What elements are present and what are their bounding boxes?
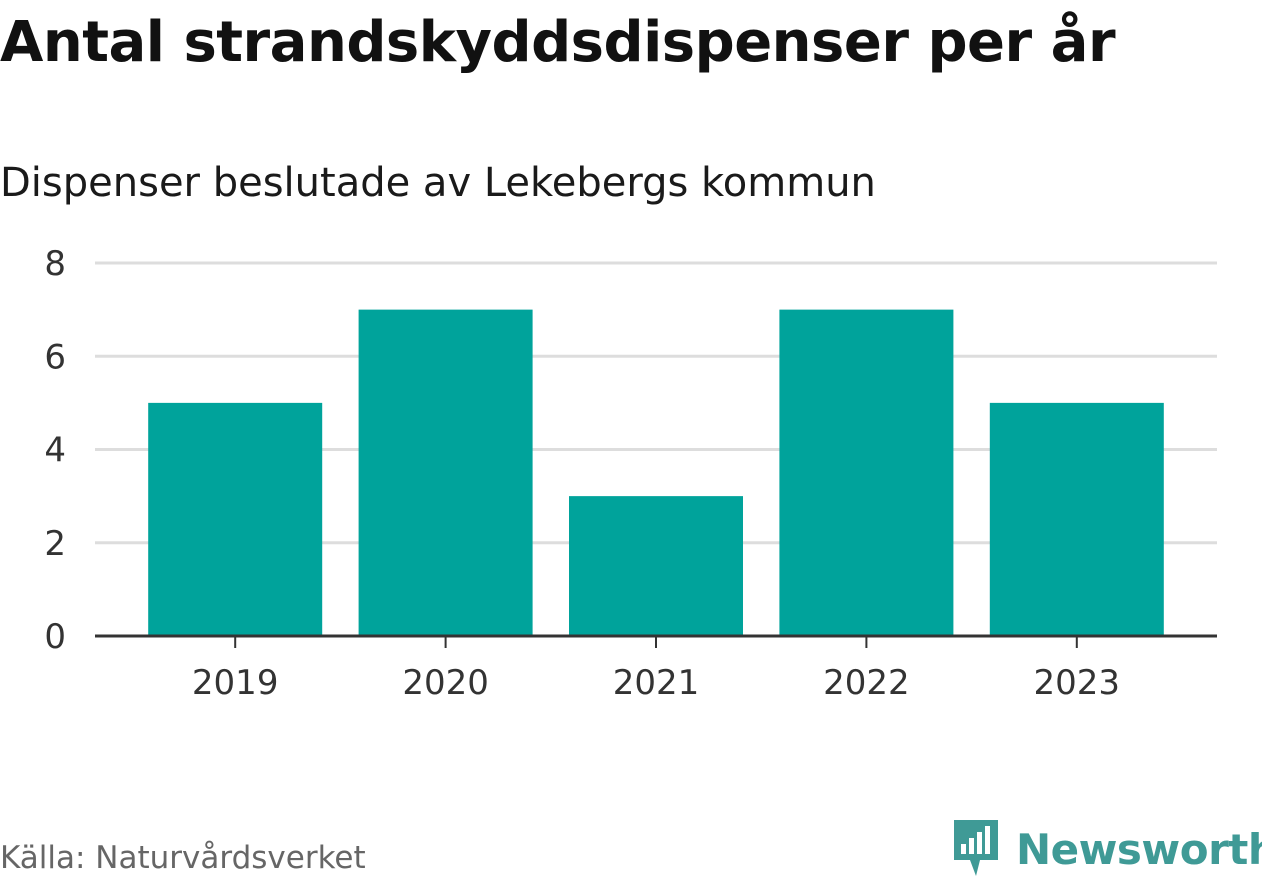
bars — [148, 309, 1164, 636]
bar-2019 — [148, 402, 323, 636]
bar-2023 — [989, 402, 1164, 636]
axes: 0 2 4 6 8 2019 2020 2021 2022 2023 — [44, 244, 1217, 703]
y-tick-label-6: 6 — [44, 337, 66, 377]
x-tick-label-2019: 2019 — [192, 663, 279, 703]
chart-subtitle: Dispenser beslutade av Lekebergs kommun — [0, 160, 876, 206]
x-tick-label-2022: 2022 — [823, 663, 910, 703]
bar-2020 — [358, 309, 533, 636]
brand-logo: Newsworthy — [950, 818, 1262, 879]
y-tick-label-4: 4 — [44, 431, 66, 471]
x-tick-label-2021: 2021 — [613, 663, 700, 703]
x-tick-label-2023: 2023 — [1034, 663, 1121, 703]
y-tick-label-8: 8 — [44, 244, 66, 284]
y-tick-label-0: 0 — [44, 617, 66, 657]
bar-2022 — [779, 309, 954, 636]
source-note: Källa: Naturvårdsverket — [0, 840, 366, 876]
bar-2021 — [569, 496, 743, 636]
y-tick-label-2: 2 — [44, 524, 66, 564]
x-tick-label-2020: 2020 — [402, 663, 489, 703]
chart-title: Antal strandskyddsdispenser per år — [0, 10, 1116, 75]
brand-name: Newsworthy — [1016, 824, 1262, 874]
newsworthy-logo-icon — [954, 820, 998, 876]
